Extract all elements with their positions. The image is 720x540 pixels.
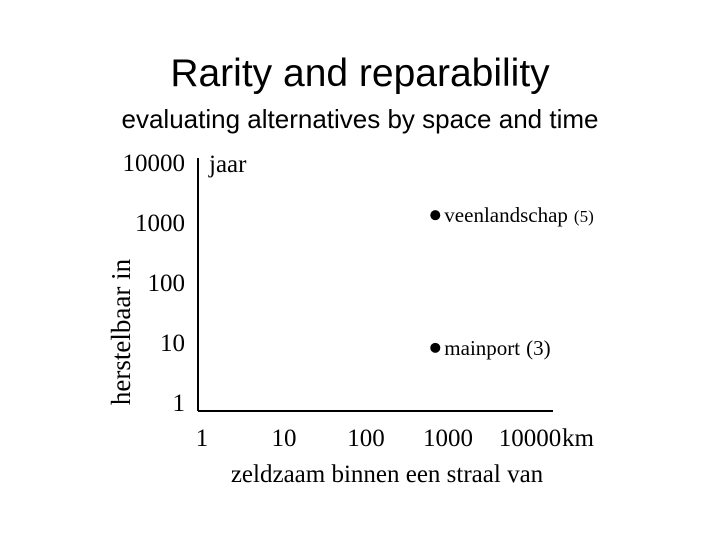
x-axis-title: zeldzaam binnen een straal van — [231, 461, 544, 488]
y-tick-label: 1 — [173, 390, 186, 417]
y-tick-label: 10000 — [123, 150, 186, 177]
y-axis-title: herstelbaar in — [106, 258, 136, 405]
data-point-label: veenlandschap — [444, 203, 568, 227]
y-tick-label: 10 — [160, 330, 185, 357]
y-tick-label: 100 — [148, 270, 186, 297]
data-point — [430, 342, 441, 353]
x-tick-label: 100 — [347, 425, 385, 452]
x-unit-label: km — [562, 425, 595, 452]
y-unit-label: jaar — [208, 151, 247, 178]
slide-subtitle: evaluating alternatives by space and tim… — [121, 104, 599, 134]
data-point-label: mainport — [444, 336, 520, 360]
data-point — [430, 210, 441, 221]
y-tick-label: 1000 — [135, 210, 185, 237]
slide-title: Rarity and reparability — [170, 52, 550, 95]
x-tick-label: 10 — [272, 425, 297, 452]
data-point-note: (3) — [526, 336, 551, 360]
x-tick-label: 1000 — [423, 425, 473, 452]
data-point-note: (5) — [574, 207, 594, 226]
y-tick-labels: 1 10 100 1000 10000 — [123, 150, 186, 417]
x-tick-label: 10000 — [499, 425, 562, 452]
x-tick-label: 1 — [196, 425, 209, 452]
x-tick-labels: 1 10 100 1000 10000 — [196, 425, 562, 452]
data-points: veenlandschap (5) mainport (3) — [430, 203, 594, 360]
